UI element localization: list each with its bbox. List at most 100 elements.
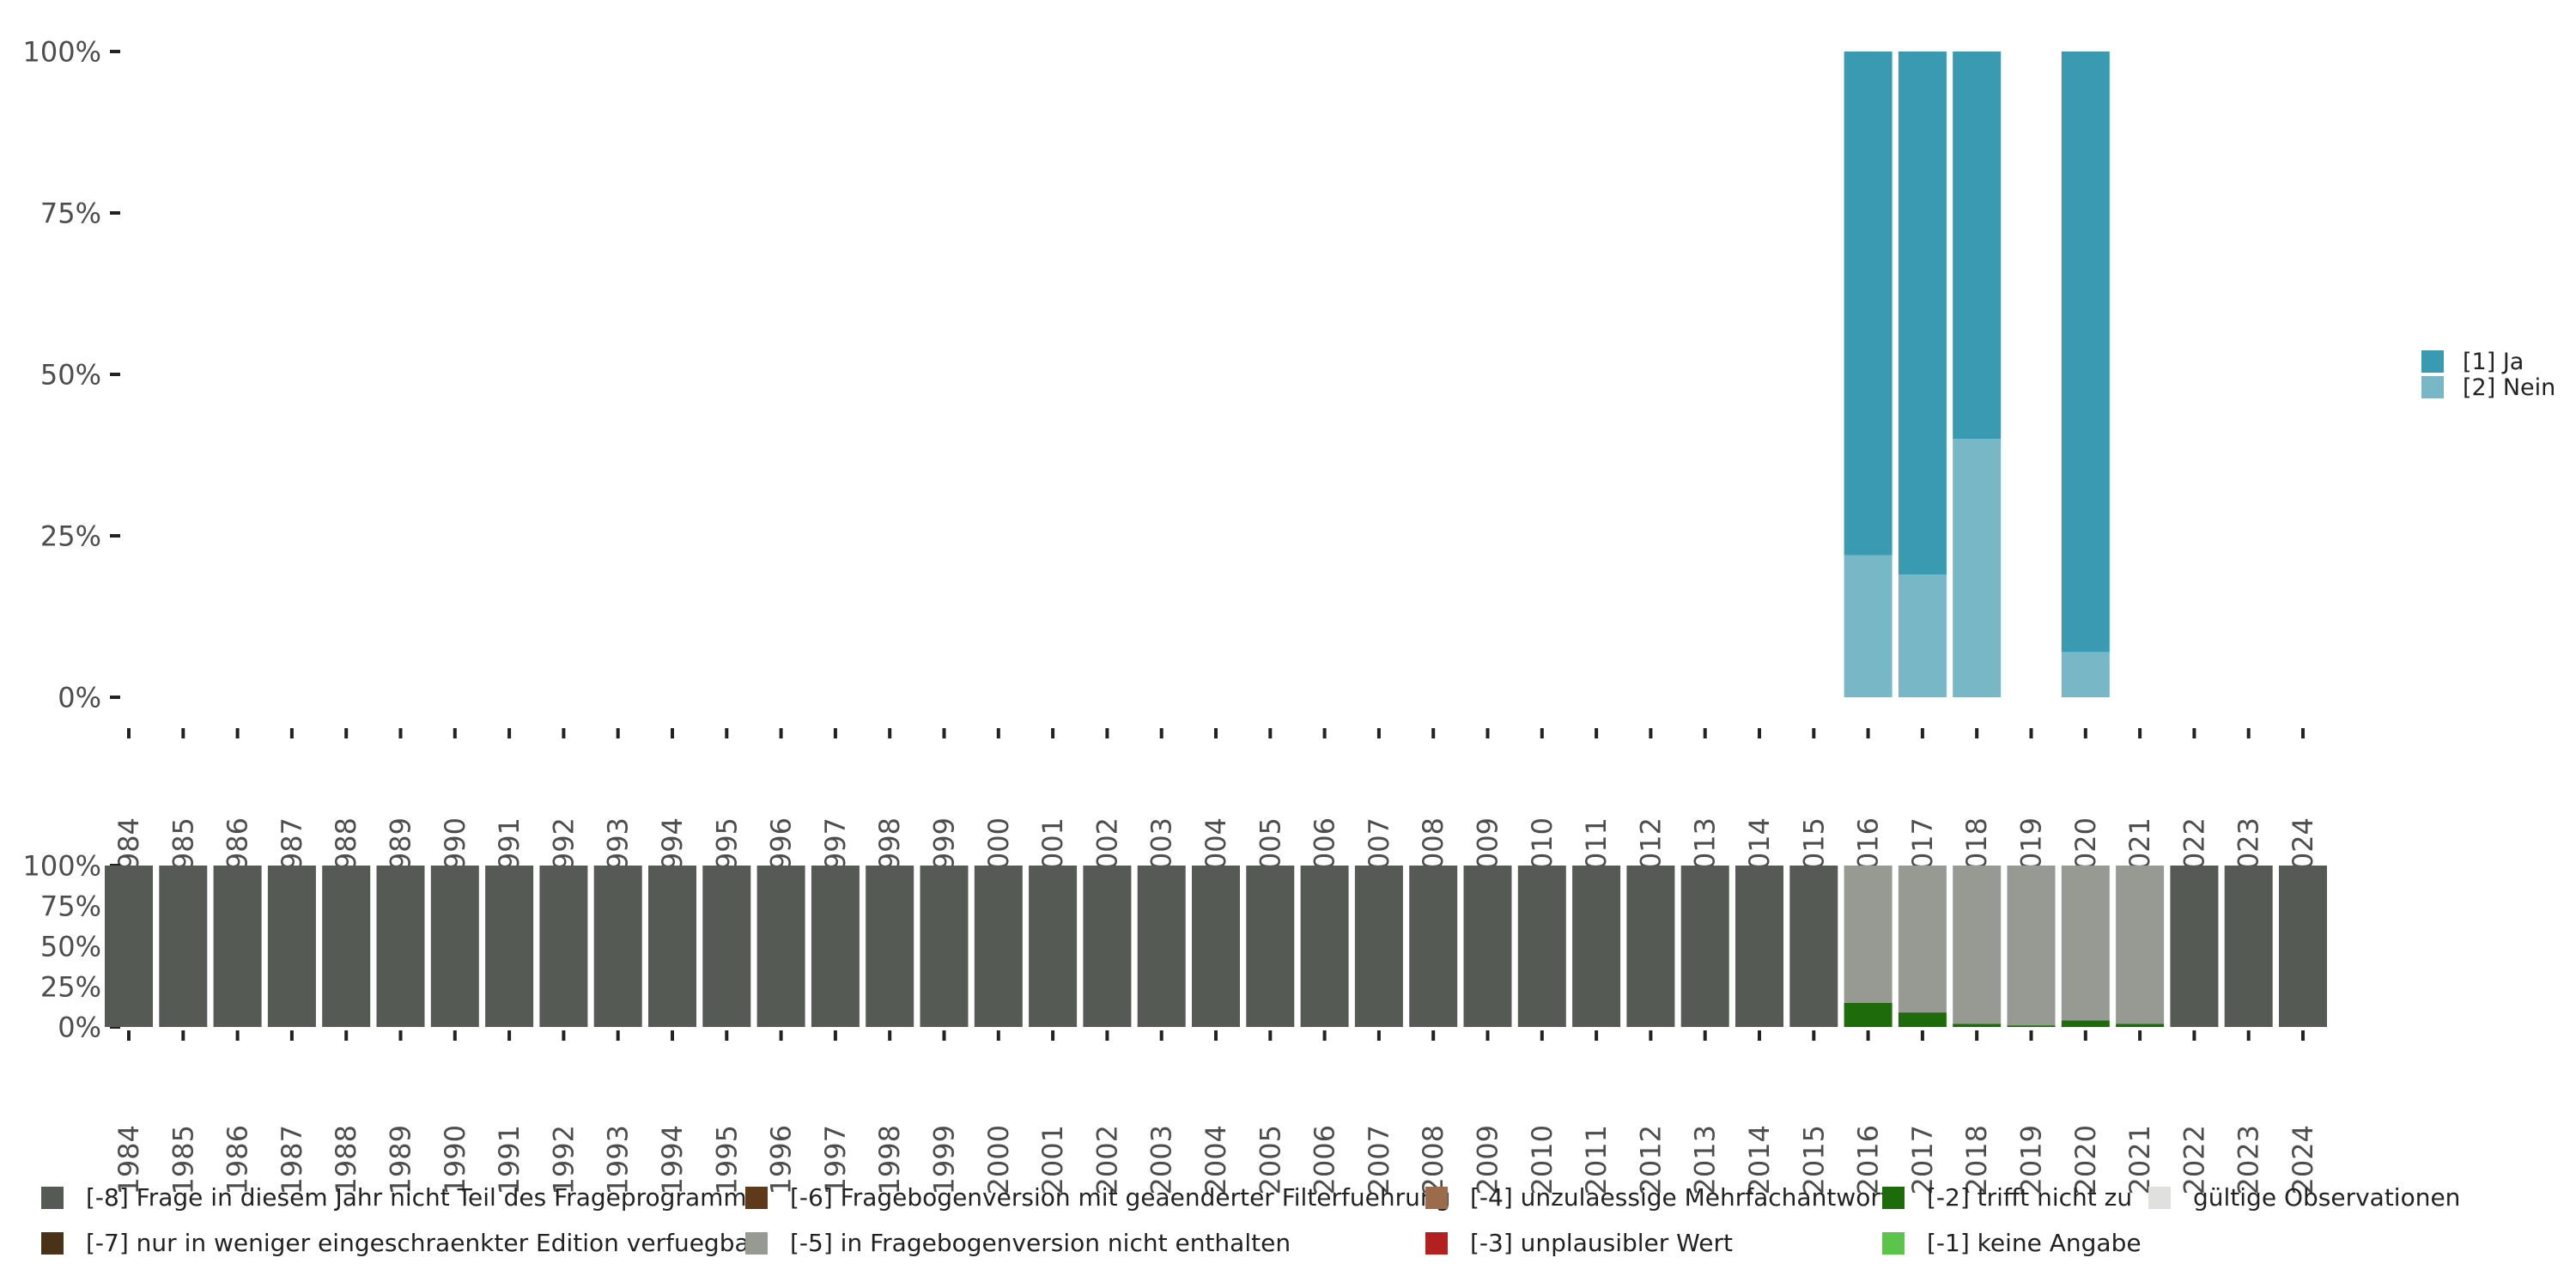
x-tick-label-1-24: 2008 [1417, 1125, 1449, 1194]
bar-1-1984-series-2 [105, 866, 153, 1027]
x-tick-label-1-31: 2015 [1797, 1125, 1830, 1194]
bottom-legend-swatch-8 [2148, 1187, 2171, 1209]
x-tick-label-1-37: 2021 [2123, 1125, 2156, 1194]
legend-label-1: [2] Nein [2463, 374, 2555, 401]
x-tick-label-1-33: 2017 [1906, 1125, 1939, 1194]
bar-1-2011-series-2 [1572, 866, 1621, 1027]
bottom-legend-swatch-2 [745, 1187, 768, 1209]
x-tick-label-1-29: 2013 [1689, 1125, 1722, 1194]
bar-1-2019-series-0 [2007, 1025, 2056, 1027]
y-tick-label-0-3: 75% [40, 197, 101, 230]
bottom-legend-label-1: [-7] nur in weniger eingeschraenkter Edi… [86, 1229, 760, 1257]
bar-1-2014-series-2 [1735, 866, 1783, 1027]
bar-1-1997-series-2 [811, 866, 860, 1027]
x-tick-label-1-26: 2010 [1526, 1125, 1558, 1194]
x-tick-label-1-25: 2009 [1472, 1125, 1504, 1194]
x-tick-label-1-20: 2004 [1200, 1125, 1232, 1194]
bottom-legend-label-6: [-2] trifft nicht zu [1927, 1183, 2132, 1212]
legend-swatch-0 [2421, 350, 2444, 373]
bar-1-2008-series-2 [1409, 866, 1458, 1027]
y-tick-label-1-3: 75% [40, 890, 101, 923]
x-tick-label-1-3: 1987 [276, 1125, 308, 1194]
bar-1-2007-series-2 [1354, 866, 1403, 1027]
bottom-legend-swatch-3 [745, 1232, 768, 1255]
bar-0-2018-series-0 [1953, 439, 2002, 697]
x-tick-label-1-27: 2011 [1580, 1125, 1613, 1194]
bottom-legend-label-7: [-1] keine Angabe [1927, 1229, 2142, 1257]
bar-0-2016-series-0 [1844, 555, 1893, 697]
bar-1-2016-series-1 [1844, 866, 1893, 1003]
bottom-legend-label-2: [-6] Fragebogenversion mit geaenderter F… [790, 1183, 1450, 1212]
x-tick-label-1-21: 2005 [1254, 1125, 1286, 1194]
bottom-legend-swatch-6 [1882, 1187, 1905, 1209]
x-tick-label-1-15: 1999 [928, 1125, 961, 1194]
bar-1-1995-series-2 [702, 866, 751, 1027]
bottom-legend-label-8: gültige Observationen [2193, 1183, 2460, 1212]
bar-1-2003-series-2 [1137, 866, 1186, 1027]
bar-0-2018-series-1 [1953, 52, 2002, 440]
y-tick-label-1-2: 50% [40, 931, 101, 963]
bottom-legend-label-4: [-4] unzulaessige Mehrfachantwort [1470, 1183, 1890, 1212]
bottom-legend-swatch-5 [1425, 1232, 1448, 1255]
bar-1-2019-series-1 [2007, 866, 2056, 1026]
x-tick-label-1-30: 2014 [1743, 1125, 1776, 1194]
bar-1-1992-series-2 [539, 866, 588, 1027]
x-tick-label-1-1: 1985 [167, 1125, 199, 1194]
x-tick-label-1-40: 2024 [2287, 1125, 2319, 1194]
x-tick-label-1-7: 1991 [493, 1125, 526, 1194]
bar-1-2020-series-1 [2061, 866, 2110, 1021]
bar-1-2017-series-1 [1898, 866, 1947, 1013]
bar-1-1999-series-2 [920, 866, 969, 1027]
x-tick-label-1-12: 1996 [765, 1125, 798, 1194]
bar-1-1986-series-2 [213, 866, 262, 1027]
x-tick-label-1-39: 2023 [2233, 1125, 2265, 1194]
bottom-legend-swatch-1 [41, 1232, 64, 1255]
bar-0-2020-series-0 [2061, 652, 2110, 697]
x-tick-label-1-32: 2016 [1852, 1125, 1885, 1194]
bar-1-2005-series-2 [1246, 866, 1295, 1027]
y-tick-label-1-4: 100% [23, 850, 101, 883]
bar-0-2017-series-1 [1898, 52, 1947, 575]
x-tick-label-1-22: 2006 [1309, 1125, 1341, 1194]
bar-1-2018-series-1 [1953, 866, 2002, 1024]
bottom-legend-label-5: [-3] unplausibler Wert [1470, 1229, 1733, 1257]
legend-label-0: [1] Ja [2463, 349, 2524, 375]
x-tick-label-1-17: 2001 [1036, 1125, 1069, 1194]
x-tick-label-1-16: 2000 [982, 1125, 1015, 1194]
x-tick-label-1-38: 2022 [2178, 1125, 2210, 1194]
bar-1-2022-series-2 [2170, 866, 2219, 1027]
bar-1-2006-series-2 [1300, 866, 1349, 1027]
x-tick-label-1-0: 1984 [112, 1125, 145, 1194]
x-tick-label-1-4: 1988 [330, 1125, 362, 1194]
x-tick-label-1-13: 1997 [819, 1125, 852, 1194]
bar-1-1987-series-2 [267, 866, 316, 1027]
y-tick-label-0-0: 0% [58, 682, 101, 714]
bottom-legend-label-3: [-5] in Fragebogenversion nicht enthalte… [790, 1229, 1291, 1257]
bar-1-1985-series-2 [159, 866, 208, 1027]
y-tick-label-1-0: 0% [58, 1012, 101, 1044]
bar-1-2021-series-0 [2116, 1024, 2165, 1027]
x-tick-label-1-9: 1993 [602, 1125, 635, 1194]
x-tick-label-1-14: 1998 [873, 1125, 906, 1194]
x-tick-label-1-19: 2003 [1145, 1125, 1178, 1194]
x-tick-label-1-11: 1995 [710, 1125, 743, 1194]
x-tick-label-1-6: 1990 [439, 1125, 471, 1194]
legend-swatch-1 [2421, 376, 2444, 398]
bottom-legend-swatch-0 [41, 1187, 64, 1209]
x-tick-label-1-28: 2012 [1634, 1125, 1667, 1194]
bottom-legend-label-0: [-8] Frage in diesem Jahr nicht Teil des… [86, 1183, 759, 1212]
bar-0-2016-series-1 [1844, 52, 1893, 556]
x-tick-label-1-34: 2018 [1960, 1125, 1993, 1194]
x-tick-label-1-5: 1989 [385, 1125, 417, 1194]
bar-1-2004-series-2 [1192, 866, 1240, 1027]
y-tick-label-0-1: 25% [40, 520, 101, 553]
bar-1-2012-series-2 [1626, 866, 1675, 1027]
x-tick-label-1-2: 1986 [222, 1125, 254, 1194]
bar-1-2023-series-2 [2224, 866, 2273, 1027]
bar-1-1988-series-2 [322, 866, 371, 1027]
bar-1-1993-series-2 [593, 866, 642, 1027]
bar-1-2016-series-0 [1844, 1002, 1893, 1027]
bar-1-2002-series-2 [1083, 866, 1132, 1027]
bar-1-2021-series-1 [2116, 866, 2165, 1024]
